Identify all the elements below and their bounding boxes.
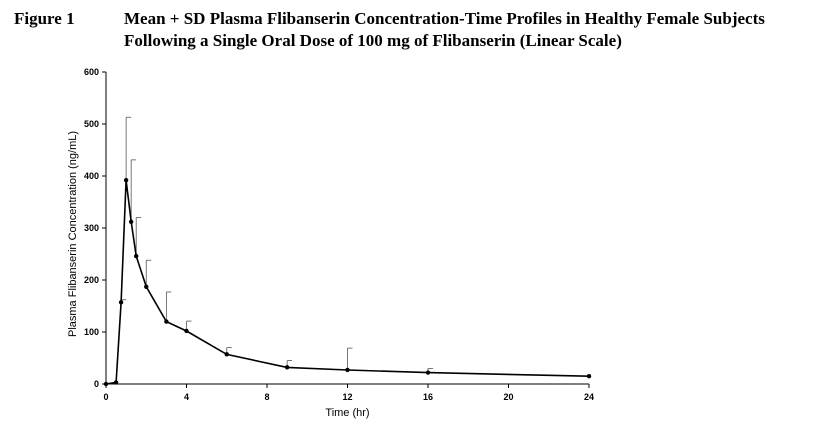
- data-point: [224, 352, 229, 357]
- series-line: [105, 180, 590, 385]
- data-point: [184, 328, 189, 334]
- x-tick-label: 16: [423, 392, 433, 402]
- x-tick-label: 24: [584, 392, 594, 402]
- axes: [105, 72, 589, 385]
- data-point: [586, 374, 592, 379]
- x-tick-label: 8: [264, 392, 269, 402]
- y-tick-label: 600: [84, 67, 99, 77]
- y-tick-label: 300: [84, 223, 99, 233]
- figure-title-line-2: Following a Single Oral Dose of 100 mg o…: [124, 31, 622, 50]
- y-axis-title: Plasma Flibanserin Concentration (ng/mL): [67, 131, 79, 337]
- tick-labels: 0 100 200 300 400 500 600 0 4 8 12 16 20 24: [84, 67, 594, 402]
- data-point: [144, 284, 149, 289]
- data-point: [103, 381, 109, 387]
- axis-ticks: [102, 71, 590, 388]
- x-tick-label: 12: [342, 392, 352, 402]
- data-point: [128, 219, 134, 224]
- x-tick-label: 4: [184, 392, 189, 402]
- data-line: [105, 180, 590, 385]
- data-point: [164, 319, 169, 324]
- y-tick-label: 200: [84, 275, 99, 285]
- x-tick-label: 20: [503, 392, 513, 402]
- data-point: [284, 365, 290, 370]
- data-point: [113, 380, 119, 385]
- y-tick-label: 100: [84, 327, 99, 337]
- figure-title-line-1: Mean + SD Plasma Flibanserin Concentrati…: [124, 9, 765, 28]
- figure-label: Figure 1: [14, 9, 75, 28]
- data-point: [118, 300, 124, 305]
- y-tick-label: 400: [84, 171, 99, 181]
- data-point: [123, 177, 129, 183]
- y-tick-label: 500: [84, 119, 99, 129]
- x-axis-title: Time (hr): [325, 407, 369, 419]
- y-tick-label: 0: [94, 379, 99, 389]
- data-points: [103, 177, 592, 387]
- error-bars: [120, 116, 433, 373]
- data-point: [425, 370, 431, 375]
- data-point: [345, 367, 350, 373]
- data-point: [133, 253, 139, 259]
- x-tick-label: 0: [103, 392, 108, 402]
